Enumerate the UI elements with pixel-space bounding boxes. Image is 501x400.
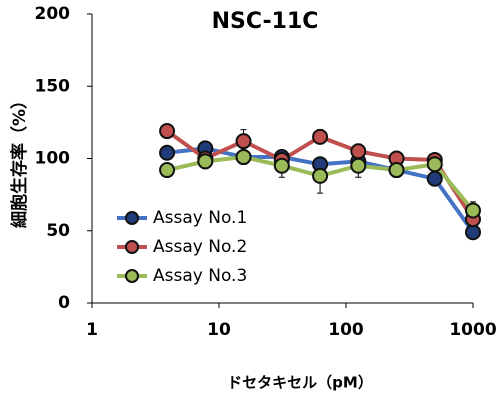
marker [426, 170, 443, 187]
y-axis-label: 細胞生存率（%） [9, 92, 30, 228]
legend-marker [125, 211, 139, 225]
marker [312, 167, 329, 184]
marker [235, 149, 252, 166]
legend-marker [125, 240, 139, 254]
y-tick-label: 50 [46, 221, 70, 241]
legend-label: Assay No.3 [153, 266, 247, 286]
marker [350, 157, 367, 174]
marker [159, 144, 176, 161]
marker [465, 202, 481, 219]
marker [273, 157, 290, 174]
legend-label: Assay No.2 [153, 237, 247, 257]
x-axis-label: ドセタキセル（pM） [227, 374, 373, 392]
y-tick-label: 0 [58, 293, 70, 313]
x-tick-label: 1 [86, 320, 98, 340]
marker [388, 162, 405, 179]
marker [159, 123, 176, 140]
marker [465, 224, 481, 241]
x-tick-label: 1000 [449, 320, 496, 340]
y-tick-label: 150 [35, 76, 71, 96]
chart-title: NSC-11C [212, 9, 319, 34]
y-tick-label: 200 [35, 4, 71, 24]
marker [426, 156, 443, 173]
marker [235, 133, 252, 150]
x-tick-label: 10 [207, 320, 231, 340]
y-tick-label: 100 [35, 149, 71, 169]
legend-marker [125, 269, 139, 283]
marker [350, 143, 367, 160]
marker [312, 128, 329, 145]
legend-label: Assay No.1 [153, 208, 247, 228]
x-tick-label: 100 [328, 320, 364, 340]
marker [197, 153, 214, 170]
marker [159, 162, 176, 179]
